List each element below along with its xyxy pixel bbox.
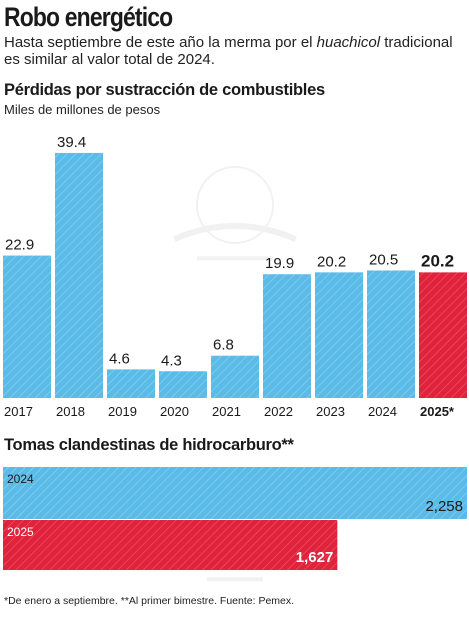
- x-tick-label: 2017: [4, 404, 33, 419]
- bar-value-label: 20.5: [369, 251, 398, 268]
- footnote: *De enero a septiembre. **Al primer bime…: [4, 595, 295, 607]
- hbar-year-label: 2024: [7, 472, 34, 486]
- bar-value-label: 39.4: [57, 134, 86, 151]
- bar-chart-units: Miles de millones de pesos: [4, 102, 161, 117]
- hbar-2025: [3, 520, 338, 570]
- bar-2019: [107, 369, 155, 398]
- x-tick-label: 2025*: [420, 404, 455, 419]
- bar-2018: [55, 152, 103, 398]
- bar-chart-title: Pérdidas por sustracción de combustibles: [4, 81, 325, 99]
- x-tick-label: 2024: [368, 404, 397, 419]
- bar-value-label: 4.3: [161, 352, 182, 369]
- subtitle-part-2: tradicional es similar al valor total de…: [4, 34, 453, 68]
- hbar-value-label: 2,258: [425, 498, 463, 515]
- bar-value-label: 19.9: [265, 255, 294, 272]
- bar-value-label: 20.2: [421, 251, 454, 270]
- bar-value-label: 22.9: [5, 237, 34, 254]
- x-tick-label: 2023: [316, 404, 345, 419]
- bar-value-label: 6.8: [213, 337, 234, 354]
- bar-value-label: 20.2: [317, 253, 346, 270]
- subtitle-italic: huachicol: [316, 34, 381, 51]
- bar-2023: [315, 272, 363, 398]
- watermark-emblem-icon: [172, 166, 298, 261]
- bar-2017: [3, 255, 51, 398]
- chart-title: Robo energético: [4, 2, 173, 32]
- hbar-value-label: 1,627: [296, 549, 334, 566]
- hbar-year-label: 2025: [7, 525, 34, 539]
- x-tick-label: 2019: [108, 404, 137, 419]
- bar-2021: [211, 355, 259, 398]
- bar-2025*: [419, 272, 467, 398]
- bar-2024: [367, 270, 415, 398]
- hbar-chart-title: Tomas clandestinas de hidrocarburo**: [4, 436, 294, 454]
- chart-subtitle: Hasta septiembre de este año la merma po…: [4, 34, 464, 68]
- bar-value-label: 4.6: [109, 350, 130, 367]
- bar-2020: [159, 371, 207, 398]
- x-tick-label: 2022: [264, 404, 293, 419]
- x-tick-label: 2020: [160, 404, 189, 419]
- subtitle-part-1: Hasta septiembre de este año la merma po…: [4, 34, 317, 51]
- bar-2022: [263, 274, 311, 398]
- hbar-2024: [3, 467, 467, 519]
- x-tick-label: 2021: [212, 404, 241, 419]
- x-tick-label: 2018: [56, 404, 85, 419]
